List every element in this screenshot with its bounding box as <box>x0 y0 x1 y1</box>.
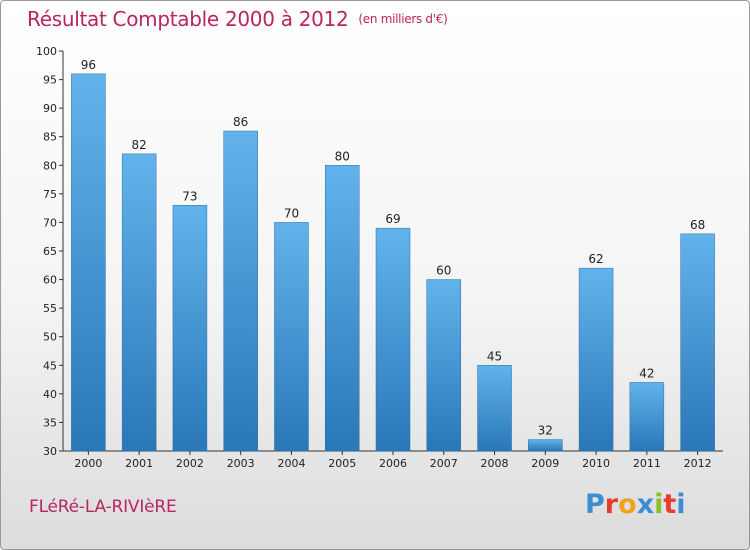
y-tick-label: 100 <box>36 45 57 58</box>
x-tick-label-2008: 2008 <box>481 457 509 470</box>
y-tick-label: 55 <box>43 302 57 315</box>
bar-2012 <box>680 233 715 452</box>
x-tick-label-2009: 2009 <box>531 457 559 470</box>
chart-title: Résultat Comptable 2000 à 2012 (en millie… <box>27 7 448 31</box>
y-tick-label: 70 <box>43 216 57 229</box>
data-label-2010: 62 <box>588 252 603 266</box>
bar-2001 <box>121 153 157 452</box>
bar-2007 <box>426 279 462 452</box>
y-tick-label: 80 <box>43 159 57 172</box>
y-tick-label: 30 <box>43 445 57 458</box>
data-label-2005: 80 <box>335 149 350 163</box>
bar-2008 <box>477 365 512 452</box>
y-tick-label: 75 <box>43 188 57 201</box>
x-tick-label-2005: 2005 <box>328 457 356 470</box>
bar-2005 <box>324 165 360 452</box>
bar-2000 <box>71 73 106 452</box>
logo-letter: r <box>604 489 619 520</box>
x-tick-label-2001: 2001 <box>125 457 153 470</box>
data-label-2004: 70 <box>284 206 299 220</box>
x-tick-label-2004: 2004 <box>277 457 305 470</box>
data-label-2006: 69 <box>385 212 400 226</box>
chart-subtitle: (en milliers d'€) <box>358 12 448 26</box>
x-tick-label-2007: 2007 <box>430 457 458 470</box>
bar-2003 <box>223 130 258 452</box>
y-tick-label: 45 <box>43 359 57 372</box>
logo-letter: t <box>663 489 677 520</box>
y-tick-label: 65 <box>43 245 57 258</box>
logo-letter: o <box>618 489 637 520</box>
data-label-2003: 86 <box>233 115 248 129</box>
data-label-2002: 73 <box>182 189 197 203</box>
y-tick-label: 40 <box>43 388 57 401</box>
data-label-2011: 42 <box>639 366 654 380</box>
bar-2011 <box>629 382 665 452</box>
data-label-2008: 45 <box>487 349 502 363</box>
data-label-2007: 60 <box>436 264 451 278</box>
y-tick-label: 60 <box>43 274 57 287</box>
bar-2002 <box>172 205 208 452</box>
chart-title-text: Résultat Comptable 2000 à 2012 <box>27 7 349 31</box>
x-tick-label-2000: 2000 <box>74 457 102 470</box>
y-tick-label: 35 <box>43 416 57 429</box>
x-tick-label-2012: 2012 <box>684 457 712 470</box>
bar-2004 <box>274 222 309 452</box>
bar-2009 <box>528 439 563 452</box>
y-tick-label: 85 <box>43 131 57 144</box>
x-tick-label-2006: 2006 <box>379 457 407 470</box>
proxiti-logo: Proxiti <box>585 489 686 520</box>
x-tick-label-2010: 2010 <box>582 457 610 470</box>
bar-2006 <box>375 227 411 452</box>
data-label-2001: 82 <box>132 138 147 152</box>
logo-letter: x <box>636 489 655 520</box>
x-tick-label-2003: 2003 <box>227 457 255 470</box>
logo-letter: P <box>585 489 605 520</box>
place-name: FLéRé-LA-RIVIèRE <box>29 497 177 517</box>
y-tick-label: 50 <box>43 331 57 344</box>
y-tick-label: 90 <box>43 102 57 115</box>
bar-2010 <box>578 267 614 452</box>
x-tick-label-2011: 2011 <box>633 457 661 470</box>
data-label-2000: 96 <box>81 58 96 72</box>
logo-letter: i <box>654 489 664 520</box>
data-label-2009: 32 <box>538 424 553 438</box>
y-tick-label: 95 <box>43 74 57 87</box>
data-label-2012: 68 <box>690 218 705 232</box>
x-tick-label-2002: 2002 <box>176 457 204 470</box>
logo-letter: i <box>676 489 686 520</box>
